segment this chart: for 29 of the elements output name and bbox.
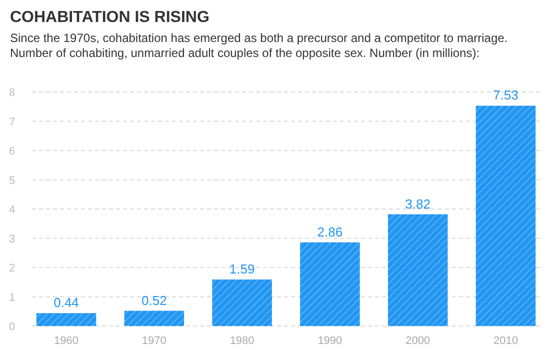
y-tick-label: 0 — [8, 321, 16, 333]
bar — [476, 106, 536, 326]
bar — [212, 279, 272, 326]
y-tick-label: 4 — [8, 204, 16, 216]
y-tick-label: 2 — [8, 262, 16, 274]
y-tick-label: 5 — [8, 174, 16, 187]
data-label: 3.82 — [405, 196, 430, 212]
y-tick-label: 3 — [8, 233, 16, 246]
bar — [388, 214, 448, 326]
x-tick-label: 1990 — [318, 335, 342, 347]
data-label: 1.59 — [229, 261, 255, 276]
x-tick-label: 1980 — [230, 335, 254, 347]
x-tick-label: 1970 — [142, 335, 166, 347]
chart-subtitle: Since the 1970s, cohabitation has emerged as both a precursor and a competitor to marriage. Number of cohabiting, unmarried adult couples of the opposite sex. Number (in millions): — [10, 31, 508, 60]
data-label: 7.53 — [493, 88, 518, 103]
x-tick-label: 2010 — [493, 335, 518, 347]
x-tick-label: 2000 — [406, 335, 430, 347]
bar — [300, 242, 360, 326]
data-label: 2.86 — [317, 224, 343, 240]
y-tick-label: 8 — [8, 87, 16, 99]
y-tick-label: 6 — [8, 146, 16, 158]
x-tick-label: 1960 — [54, 335, 79, 347]
bar — [124, 310, 184, 326]
data-label: 0.52 — [142, 292, 167, 308]
y-tick-label: 7 — [8, 116, 16, 128]
y-tick-label: 1 — [8, 292, 16, 304]
data-label: 0.44 — [54, 295, 79, 310]
chart-title: COHABITATION IS RISING — [10, 9, 210, 26]
bar — [36, 313, 96, 326]
